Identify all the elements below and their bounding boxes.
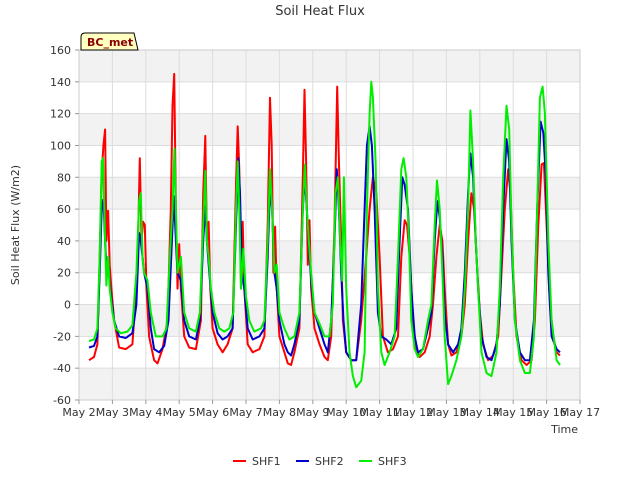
y-tick-label: -60 xyxy=(53,394,71,407)
background-band xyxy=(79,113,580,146)
x-tick-label: May 16 xyxy=(526,406,566,419)
y-tick-label: 100 xyxy=(50,139,71,152)
x-tick-label: May 17 xyxy=(560,406,600,419)
y-tick-label: 0 xyxy=(64,299,71,312)
x-tick-label: May 12 xyxy=(393,406,433,419)
legend-label: SHF1 xyxy=(252,455,281,468)
y-tick-label: 120 xyxy=(50,108,71,121)
y-tick-label: -40 xyxy=(53,362,71,375)
y-tick-label: 40 xyxy=(57,235,71,248)
x-axis: May 2 May 3 May 4 May 5 May 6 May 7 May 8 May 9… xyxy=(62,400,600,419)
y-tick-label: 160 xyxy=(50,44,71,57)
chart-title: Soil Heat Flux xyxy=(275,4,365,19)
background-band xyxy=(79,50,580,82)
x-tick-label: May 10 xyxy=(326,406,366,419)
badge-box xyxy=(80,32,139,51)
legend-item-shf2: SHF2 xyxy=(296,455,344,468)
background-band xyxy=(79,272,580,305)
badge-label: BC_met xyxy=(87,36,133,49)
y-tick-label: 20 xyxy=(57,267,71,280)
x-tick-label: May 9 xyxy=(296,406,329,419)
series-line-shf3 xyxy=(88,80,561,389)
x-tick-label: May 7 xyxy=(229,406,262,419)
y-axis: -60 -40 -20 0 20 40 60 80 100 120 140 160 xyxy=(50,44,79,407)
background-band xyxy=(79,240,580,273)
x-tick-label: May 5 xyxy=(163,406,196,419)
plot-area xyxy=(78,49,581,401)
x-tick-label: May 4 xyxy=(129,406,162,419)
x-tick-label: May 14 xyxy=(460,406,500,419)
background-band xyxy=(79,145,580,178)
legend-item-shf3: SHF3 xyxy=(359,455,407,468)
legend: SHF1 SHF2 SHF3 xyxy=(233,455,407,468)
x-tick-label: May 11 xyxy=(359,406,399,419)
y-tick-label: -20 xyxy=(53,330,71,343)
station-badge: BC_met xyxy=(80,32,139,51)
x-tick-label: May 8 xyxy=(263,406,296,419)
x-axis-title: Time xyxy=(550,423,578,436)
background-band xyxy=(79,209,580,241)
x-tick-label: May 3 xyxy=(96,406,129,419)
y-tick-label: 80 xyxy=(57,171,71,184)
legend-label: SHF3 xyxy=(378,455,407,468)
legend-item-shf1: SHF1 xyxy=(233,455,281,468)
y-tick-label: 60 xyxy=(57,203,71,216)
y-tick-label: 140 xyxy=(50,76,71,89)
x-tick-label: May 6 xyxy=(196,406,229,419)
y-axis-title: Soil Heat Flux (W/m2) xyxy=(9,165,22,285)
series-lines xyxy=(88,72,561,389)
x-tick-label: May 15 xyxy=(493,406,533,419)
background-band xyxy=(79,177,580,210)
background-band xyxy=(79,368,580,400)
x-tick-label: May 13 xyxy=(426,406,466,419)
legend-label: SHF2 xyxy=(315,455,344,468)
x-tick-label: May 2 xyxy=(62,406,95,419)
background-band xyxy=(79,81,580,114)
